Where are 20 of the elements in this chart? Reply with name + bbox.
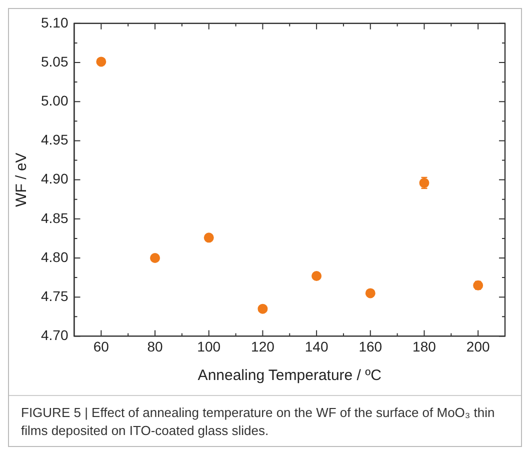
x-tick-label: 60 (93, 338, 110, 354)
x-tick-label: 100 (197, 338, 221, 354)
x-axis-title: Annealing Temperature / ºC (198, 367, 382, 384)
x-tick-label: 160 (358, 338, 382, 354)
x-tick-label: 80 (147, 338, 164, 354)
y-tick-label: 4.70 (41, 327, 68, 344)
y-tick-label: 5.00 (41, 92, 68, 108)
y-tick-label: 4.80 (41, 248, 68, 265)
y-axis-title: WF / eV (13, 152, 30, 207)
x-tick-label: 180 (412, 338, 436, 354)
x-tick-label: 120 (251, 338, 275, 354)
y-tick-label: 5.10 (41, 14, 68, 30)
x-tick-label: 200 (466, 338, 490, 354)
y-tick-label: 4.85 (41, 210, 68, 226)
caption: FIGURE 5 | Effect of annealing temperature on the WF of the surface of MoO₃ thin films deposited on ITO-coated glass slides. (9, 395, 521, 446)
y-tick-label: 4.95 (41, 132, 68, 148)
y-tick-label: 4.90 (41, 170, 68, 187)
x-tick-label: 140 (304, 338, 328, 354)
y-tick-label: 4.75 (41, 288, 68, 304)
y-tick-label: 5.05 (41, 53, 68, 70)
